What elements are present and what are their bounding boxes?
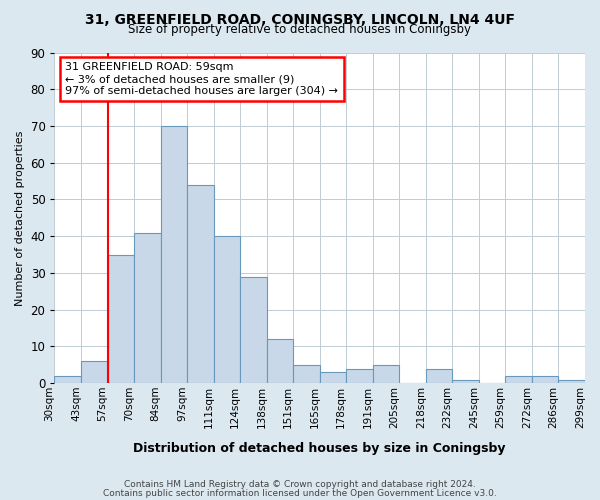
- Bar: [452, 380, 479, 383]
- Text: Size of property relative to detached houses in Coningsby: Size of property relative to detached ho…: [128, 24, 472, 36]
- Bar: [559, 380, 585, 383]
- Bar: [505, 376, 532, 383]
- Y-axis label: Number of detached properties: Number of detached properties: [15, 130, 25, 306]
- Text: 31 GREENFIELD ROAD: 59sqm
← 3% of detached houses are smaller (9)
97% of semi-de: 31 GREENFIELD ROAD: 59sqm ← 3% of detach…: [65, 62, 338, 96]
- Bar: [81, 361, 107, 383]
- Bar: [426, 368, 452, 383]
- Bar: [320, 372, 346, 383]
- Bar: [373, 365, 400, 383]
- Bar: [134, 232, 161, 383]
- Text: Contains public sector information licensed under the Open Government Licence v3: Contains public sector information licen…: [103, 489, 497, 498]
- Bar: [161, 126, 187, 383]
- Bar: [55, 376, 81, 383]
- X-axis label: Distribution of detached houses by size in Coningsby: Distribution of detached houses by size …: [133, 442, 506, 455]
- Bar: [266, 339, 293, 383]
- Bar: [187, 185, 214, 383]
- Bar: [293, 365, 320, 383]
- Text: 31, GREENFIELD ROAD, CONINGSBY, LINCOLN, LN4 4UF: 31, GREENFIELD ROAD, CONINGSBY, LINCOLN,…: [85, 12, 515, 26]
- Bar: [214, 236, 240, 383]
- Bar: [240, 276, 266, 383]
- Bar: [346, 368, 373, 383]
- Text: Contains HM Land Registry data © Crown copyright and database right 2024.: Contains HM Land Registry data © Crown c…: [124, 480, 476, 489]
- Bar: [532, 376, 559, 383]
- Bar: [107, 254, 134, 383]
